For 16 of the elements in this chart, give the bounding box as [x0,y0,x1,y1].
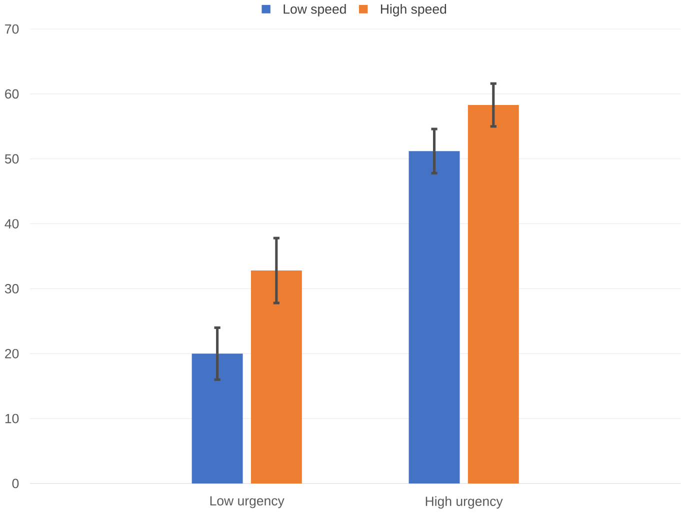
x-tick-label: Low urgency [210,496,284,508]
y-tick-label: 70 [5,24,19,34]
y-tick-label: 30 [4,284,19,294]
y-tick-label: 50 [4,154,19,164]
y-tick-label: 10 [5,414,19,424]
y-tick-label: 40 [4,219,19,228]
y-tick-label: 0 [12,478,19,488]
legend-label: High speed [380,4,446,16]
bar [468,104,519,484]
legend-label: Low speed [284,4,346,16]
bar [250,270,302,484]
x-tick-label: High urgency [426,496,503,509]
bar [192,354,243,484]
y-tick-label: 60 [5,89,19,99]
y-tick-label: 20 [5,348,19,358]
bar [408,151,460,484]
